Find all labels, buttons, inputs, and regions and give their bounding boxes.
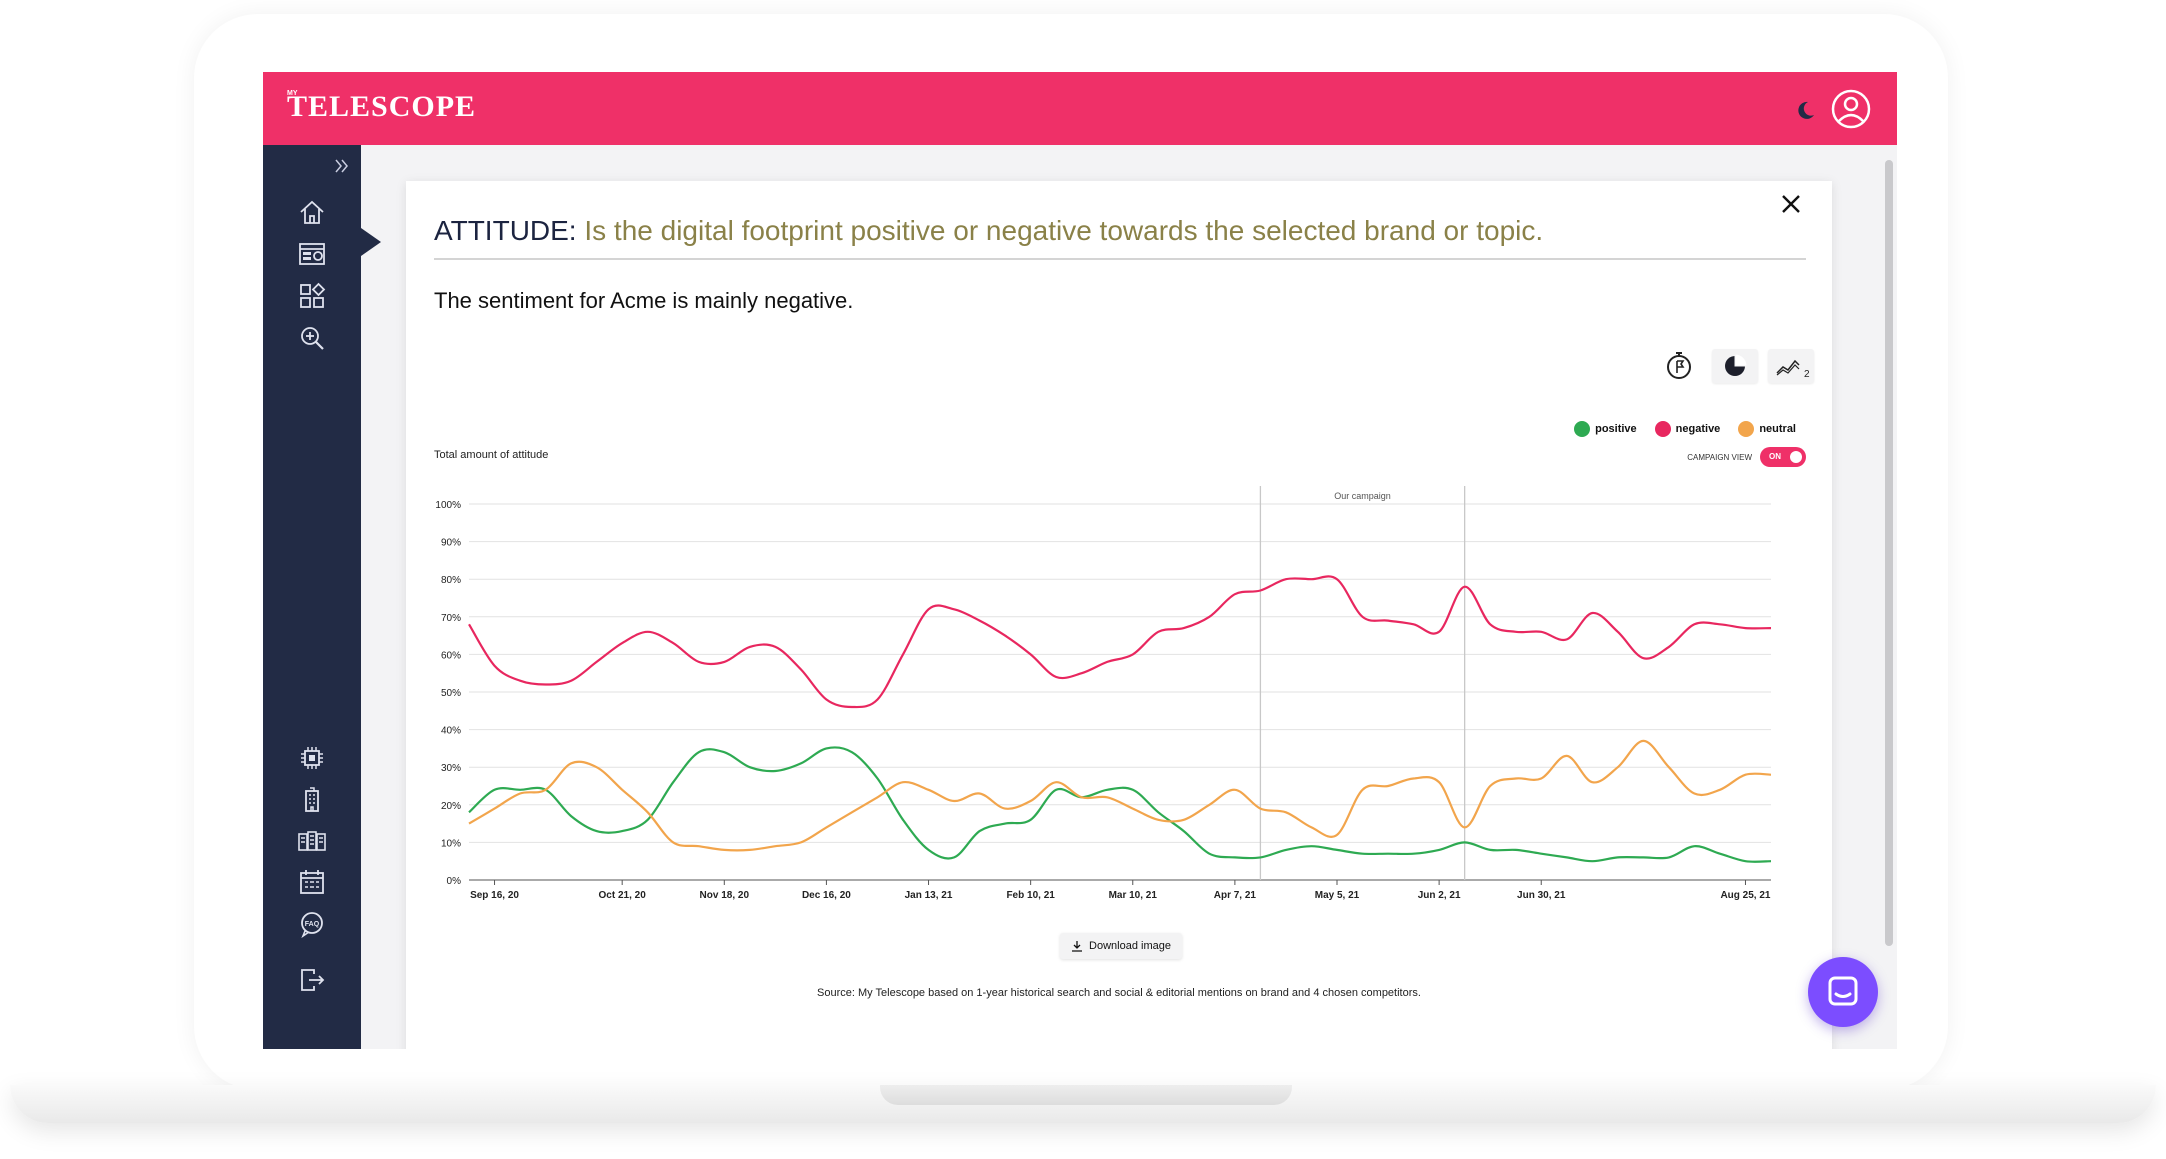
timer-flag-button[interactable] xyxy=(1656,349,1702,383)
card-title: ATTITUDE: Is the digital footprint posit… xyxy=(434,215,1543,247)
laptop-notch xyxy=(880,1085,1292,1105)
legend-neutral-dot xyxy=(1738,421,1755,437)
y-axis-title: Total amount of attitude xyxy=(434,449,549,461)
y-tick-label: 20% xyxy=(441,801,461,812)
toggle-knob xyxy=(1790,451,1802,463)
legend-negative-label: negative xyxy=(1675,423,1721,435)
timer-flag-icon xyxy=(1667,352,1691,379)
top-bar: MY TELESCOPE xyxy=(263,72,1897,145)
x-tick-label: Jun 30, 21 xyxy=(1517,890,1566,901)
y-tick-label: 30% xyxy=(441,763,461,774)
source-note: Source: My Telescope based on 1-year his… xyxy=(817,987,1421,999)
x-tick-label: Sep 16, 20 xyxy=(470,890,519,901)
x-tick-label: Oct 21, 20 xyxy=(599,890,647,901)
campaign-view-control: CAMPAIGN VIEW ON xyxy=(1687,447,1806,467)
buildings-icon[interactable] xyxy=(297,826,327,856)
pie-chart-icon xyxy=(1725,353,1748,376)
home-icon[interactable] xyxy=(297,197,327,227)
svg-text:FAQ: FAQ xyxy=(305,921,320,928)
legend-neutral-label: neutral xyxy=(1759,423,1796,435)
scrollbar[interactable] xyxy=(1885,160,1893,946)
x-tick-label: Jun 2, 21 xyxy=(1418,890,1461,901)
x-tick-label: Dec 16, 20 xyxy=(802,890,851,901)
campaign-view-toggle[interactable]: ON xyxy=(1760,447,1806,467)
chat-icon xyxy=(1828,976,1858,1006)
x-tick-label: Jan 13, 21 xyxy=(905,890,953,901)
logo-prefix: MY xyxy=(287,90,298,97)
pie-chart-button[interactable] xyxy=(1712,349,1758,383)
sentiment-summary: The sentiment for Acme is mainly negativ… xyxy=(434,288,854,313)
compare-series-button[interactable]: 2 xyxy=(1768,349,1814,383)
sidebar: FAQ xyxy=(263,145,361,1049)
close-icon[interactable] xyxy=(1780,193,1802,215)
series-line-negative xyxy=(468,575,1772,709)
chip-icon[interactable] xyxy=(297,743,327,773)
legend-negative[interactable]: negative xyxy=(1654,421,1721,437)
legend-negative-dot xyxy=(1654,421,1671,437)
building-icon[interactable] xyxy=(297,785,327,815)
dashboard-icon[interactable] xyxy=(297,239,327,269)
expand-chevrons-icon[interactable] xyxy=(333,157,351,175)
legend-neutral[interactable]: neutral xyxy=(1738,421,1796,437)
compare-series-icon: 2 xyxy=(1776,359,1810,380)
y-tick-label: 40% xyxy=(441,726,461,737)
y-tick-label: 100% xyxy=(435,500,461,511)
chat-launcher-button[interactable] xyxy=(1808,957,1878,1027)
svg-text:2: 2 xyxy=(1804,369,1810,380)
y-tick-label: 0% xyxy=(447,876,462,887)
logout-icon[interactable] xyxy=(297,965,327,995)
x-tick-label: Aug 25, 21 xyxy=(1720,890,1770,901)
telescope-logo[interactable]: TELESCOPE xyxy=(287,90,477,123)
y-tick-label: 60% xyxy=(441,650,461,661)
faq-icon[interactable]: FAQ xyxy=(297,909,327,939)
y-tick-label: 10% xyxy=(441,838,461,849)
series-line-positive xyxy=(468,746,1772,863)
moon-icon[interactable] xyxy=(1793,98,1817,122)
x-tick-label: Feb 10, 21 xyxy=(1006,890,1055,901)
title-description: Is the digital footprint positive or neg… xyxy=(584,215,1544,246)
download-image-button[interactable]: Download image xyxy=(1060,933,1182,959)
download-icon xyxy=(1072,941,1083,952)
y-tick-label: 50% xyxy=(441,688,461,699)
widgets-icon[interactable] xyxy=(297,281,327,311)
x-tick-label: Nov 18, 20 xyxy=(700,890,750,901)
y-tick-label: 90% xyxy=(441,538,461,549)
active-item-pointer xyxy=(361,228,381,256)
campaign-label: Our campaign xyxy=(1334,491,1391,501)
campaign-view-label: CAMPAIGN VIEW xyxy=(1687,452,1752,462)
download-label: Download image xyxy=(1089,940,1171,952)
app-screen: MY TELESCOPE xyxy=(263,72,1897,1049)
series-line-neutral xyxy=(468,739,1772,852)
zoom-in-icon[interactable] xyxy=(297,323,327,353)
title-label: ATTITUDE: xyxy=(434,215,577,246)
title-divider xyxy=(434,258,1806,260)
legend-positive-label: positive xyxy=(1595,423,1637,435)
x-tick-label: May 5, 21 xyxy=(1315,890,1360,901)
attitude-chart: 100% 90% 80% 70% 60% 50% 40% 30% 20% 10% 0% Sep 16,… xyxy=(435,486,1772,901)
legend-positive[interactable]: positive xyxy=(1574,421,1637,437)
y-tick-label: 70% xyxy=(441,613,461,624)
x-tick-label: Apr 7, 21 xyxy=(1214,890,1257,901)
chart-legend: positive negative neutral xyxy=(1574,421,1796,437)
calendar-icon[interactable] xyxy=(297,867,327,897)
attitude-card: ATTITUDE: Is the digital footprint posit… xyxy=(406,181,1832,1049)
legend-positive-dot xyxy=(1574,421,1591,437)
y-tick-label: 80% xyxy=(441,575,461,586)
user-avatar-icon[interactable] xyxy=(1831,89,1871,129)
toggle-state: ON xyxy=(1769,452,1781,461)
x-tick-label: Mar 10, 21 xyxy=(1109,890,1158,901)
